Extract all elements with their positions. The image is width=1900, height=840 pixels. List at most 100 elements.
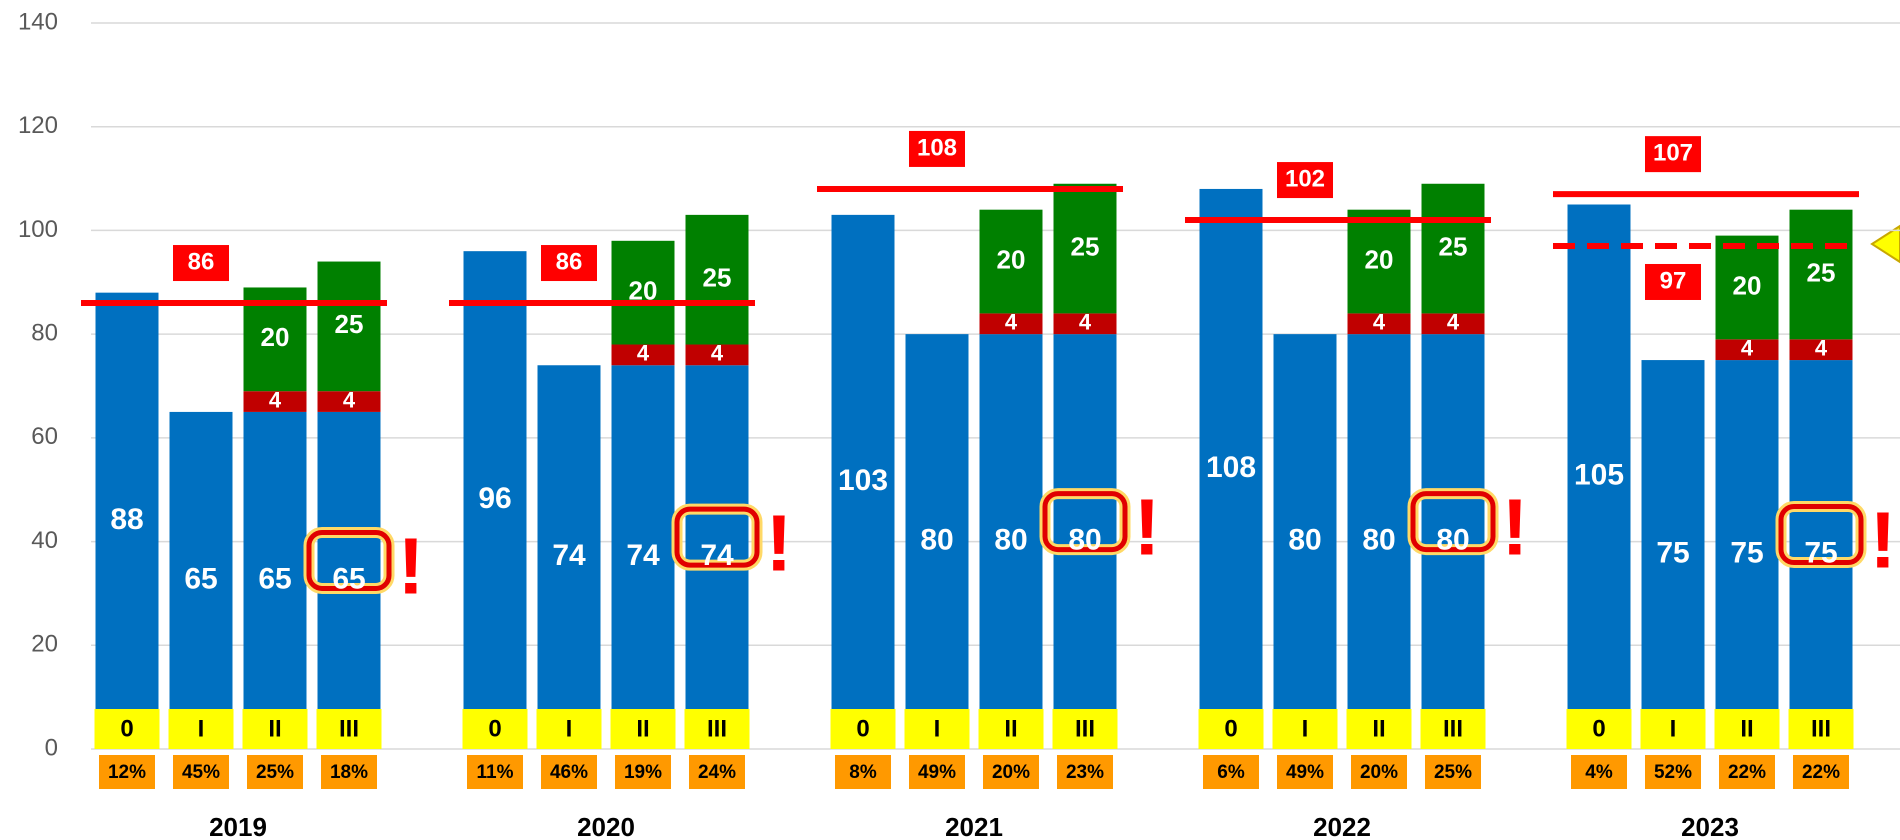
norm-label-box xyxy=(173,245,229,282)
value-label: 80 xyxy=(994,523,1027,556)
value-label: 74 xyxy=(552,539,586,572)
value-label: 20 xyxy=(1365,244,1394,274)
share-box xyxy=(1277,755,1333,789)
alert-mark: ! xyxy=(766,498,793,587)
share-label: 23% xyxy=(1066,762,1104,783)
norm-label: 97 xyxy=(1660,267,1687,294)
share-box xyxy=(983,755,1039,789)
category-label: III xyxy=(707,715,727,742)
bar-top xyxy=(1421,183,1485,314)
category-label: I xyxy=(198,715,205,742)
category-label: III xyxy=(1443,715,1463,742)
bar-base xyxy=(979,334,1043,749)
value-label: 80 xyxy=(1436,523,1469,556)
value-label: 25 xyxy=(335,309,364,339)
share-label: 45% xyxy=(182,762,220,783)
x-group-label: 2022 xyxy=(1313,812,1371,840)
value-label: 103 xyxy=(838,464,888,497)
category-box xyxy=(904,709,970,749)
bar-base xyxy=(1567,204,1631,749)
share-box xyxy=(1793,755,1849,789)
category-label: II xyxy=(1740,715,1753,742)
x-group-label: 2021 xyxy=(945,812,1003,840)
alert-mark: ! xyxy=(1134,483,1161,572)
y-tick-label: 60 xyxy=(31,423,58,450)
category-box xyxy=(1640,709,1706,749)
bar-mid xyxy=(317,391,381,412)
value-label: 80 xyxy=(920,523,953,556)
category-box xyxy=(1714,709,1780,749)
value-label: 4 xyxy=(637,341,650,366)
bar-base xyxy=(1421,334,1485,749)
highlight-box xyxy=(1042,491,1128,553)
category-label: 0 xyxy=(856,715,869,742)
bar-mid xyxy=(979,313,1043,335)
category-box xyxy=(1566,709,1632,749)
alert-mark: ! xyxy=(1870,496,1897,585)
bar-base xyxy=(1199,188,1263,749)
category-box xyxy=(684,709,750,749)
value-label: 75 xyxy=(1804,536,1837,569)
norm-label: 107 xyxy=(1653,139,1693,166)
x-group-label: 2020 xyxy=(577,812,635,840)
share-label: 12% xyxy=(108,762,146,783)
y-tick-label: 120 xyxy=(18,112,58,139)
bar-base xyxy=(1789,360,1853,749)
category-box xyxy=(1420,709,1486,749)
bar-top xyxy=(611,240,675,345)
category-label: III xyxy=(1811,715,1831,742)
category-label: 0 xyxy=(1224,715,1237,742)
category-label: 0 xyxy=(488,715,501,742)
bar-base xyxy=(95,292,159,749)
value-label: 65 xyxy=(184,562,217,595)
share-box xyxy=(615,755,671,789)
bar-mid xyxy=(243,391,307,412)
bar-base xyxy=(611,365,675,749)
category-label: III xyxy=(1075,715,1095,742)
norm-label-box xyxy=(909,130,965,167)
bar-base xyxy=(1347,334,1411,749)
value-label: 4 xyxy=(1079,310,1092,335)
share-box xyxy=(1351,755,1407,789)
bar-top xyxy=(317,261,381,392)
norm-label: 108 xyxy=(917,134,957,161)
bar-mid xyxy=(1421,313,1485,335)
value-label: 96 xyxy=(478,482,511,515)
share-box xyxy=(1203,755,1259,789)
bar-base xyxy=(537,365,601,749)
value-label: 20 xyxy=(1733,270,1762,300)
value-label: 20 xyxy=(261,322,290,352)
norm-label-box xyxy=(1645,263,1701,300)
share-box xyxy=(1645,755,1701,789)
share-box xyxy=(321,755,377,789)
bar-base xyxy=(169,411,233,749)
category-label: II xyxy=(636,715,649,742)
value-label: 4 xyxy=(343,387,356,412)
category-box xyxy=(94,709,160,749)
category-box xyxy=(1346,709,1412,749)
bar-mid xyxy=(1789,339,1853,361)
category-box xyxy=(168,709,234,749)
value-label: 105 xyxy=(1574,459,1624,492)
bar-base xyxy=(685,365,749,749)
value-label: 4 xyxy=(1741,336,1754,361)
category-label: II xyxy=(268,715,281,742)
share-box xyxy=(835,755,891,789)
share-box xyxy=(1571,755,1627,789)
value-label: 75 xyxy=(1656,536,1689,569)
bar-mid xyxy=(1347,313,1411,335)
share-label: 49% xyxy=(1286,762,1324,783)
share-label: 4% xyxy=(1585,762,1613,783)
bar-top xyxy=(685,214,749,345)
value-label: 80 xyxy=(1362,523,1395,556)
bar-base xyxy=(905,334,969,749)
value-label: 4 xyxy=(1815,336,1828,361)
category-box xyxy=(242,709,308,749)
category-label: I xyxy=(1670,715,1677,742)
y-tick-label: 140 xyxy=(18,8,58,35)
value-label: 4 xyxy=(1373,310,1386,335)
bar-mid xyxy=(611,344,675,366)
category-box xyxy=(316,709,382,749)
category-label: II xyxy=(1004,715,1017,742)
